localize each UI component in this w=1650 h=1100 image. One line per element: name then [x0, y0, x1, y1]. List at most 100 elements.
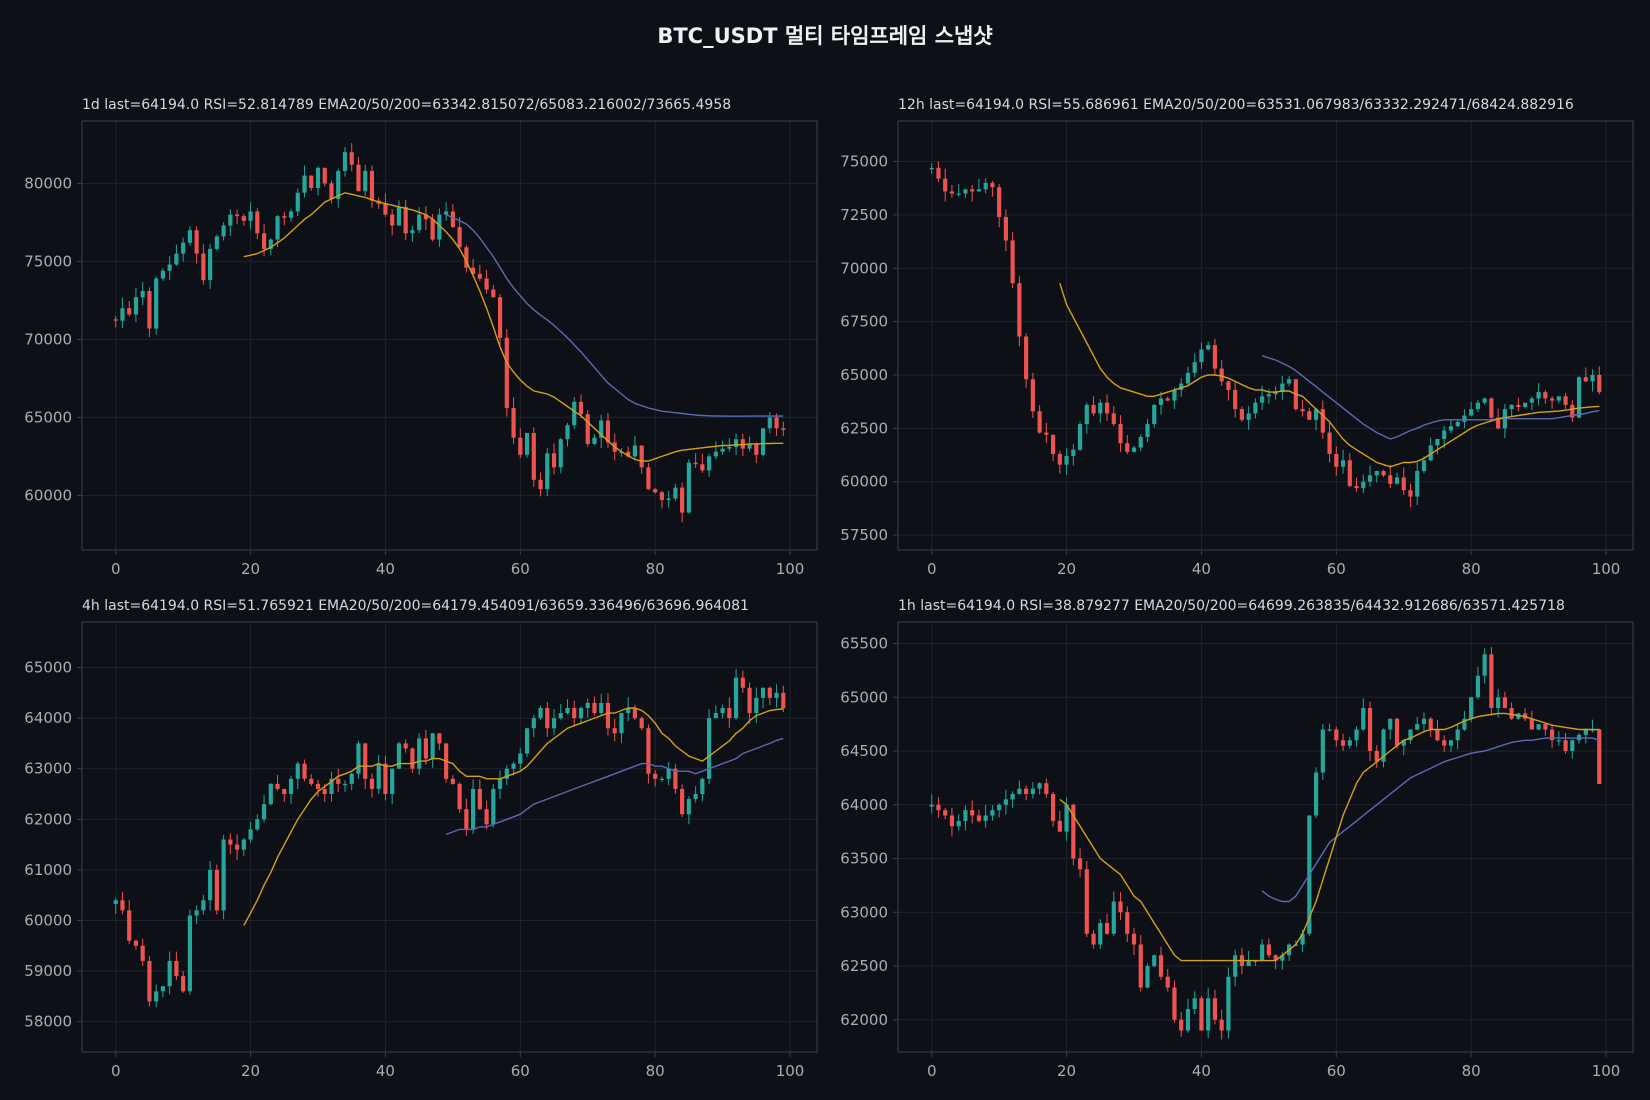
- candle-body: [1408, 729, 1413, 741]
- candle-body: [990, 810, 995, 816]
- candle-body: [585, 702, 590, 708]
- candle-body: [1576, 377, 1582, 418]
- candle-body: [356, 743, 361, 774]
- candle-body: [1131, 933, 1137, 945]
- candle-body: [949, 191, 955, 194]
- candle-body: [565, 425, 570, 440]
- y-tick-label: 62500: [840, 957, 888, 975]
- candle-body: [754, 697, 759, 714]
- y-tick-label: 60000: [24, 911, 72, 929]
- candle-body: [1435, 729, 1440, 741]
- candle-body: [1563, 740, 1568, 751]
- candle-body: [943, 810, 948, 816]
- candle-body: [342, 783, 348, 786]
- candle-body: [1583, 377, 1588, 382]
- y-tick-label: 63500: [840, 850, 888, 868]
- candle-body: [1206, 345, 1211, 350]
- candle-body: [417, 214, 422, 231]
- candle-body: [390, 214, 395, 226]
- candle-body: [970, 189, 975, 192]
- y-tick-label: 59000: [24, 962, 72, 980]
- ema50-line: [1261, 355, 1600, 440]
- candle-body: [599, 702, 604, 714]
- x-tick-label: 0: [111, 560, 121, 578]
- candle-body: [949, 815, 955, 827]
- candle-body: [1401, 477, 1406, 491]
- candle-body: [248, 211, 253, 221]
- candle-body: [511, 408, 516, 438]
- candle-body: [484, 278, 489, 290]
- candle-body: [551, 453, 557, 468]
- candle-body: [127, 308, 132, 315]
- candle-body: [1024, 336, 1029, 380]
- candle-body: [154, 278, 159, 329]
- candle-body: [120, 308, 125, 321]
- candle-body: [187, 230, 192, 243]
- candle-body: [417, 738, 422, 769]
- candle-body: [1455, 729, 1460, 741]
- candle-body: [936, 804, 941, 811]
- y-tick-label: 65000: [24, 408, 72, 426]
- candle-body: [410, 230, 415, 234]
- candle-body: [1536, 724, 1541, 730]
- candle-body: [646, 467, 651, 490]
- candle-body: [538, 479, 543, 490]
- candle-body: [558, 713, 563, 719]
- candle-body: [241, 216, 246, 221]
- candle-body: [1104, 923, 1110, 934]
- candle-body: [1401, 740, 1406, 746]
- candle-body: [1482, 398, 1487, 403]
- candle-body: [1219, 368, 1224, 382]
- ema50-line: [1261, 737, 1600, 903]
- candle-body: [208, 869, 213, 901]
- candle-body: [430, 219, 435, 240]
- candle-body: [1024, 788, 1029, 794]
- candle-body: [1273, 392, 1278, 395]
- candle-body: [369, 778, 375, 789]
- candle-body: [943, 178, 948, 192]
- candle-body: [1374, 751, 1379, 762]
- candle-body: [288, 778, 294, 794]
- candle-body: [1367, 475, 1373, 482]
- candle-body: [1219, 1019, 1224, 1031]
- candle-body: [1030, 379, 1035, 412]
- x-tick-label: 40: [1192, 560, 1211, 578]
- candle-body: [1111, 413, 1116, 425]
- candle-body: [1536, 392, 1541, 399]
- candle-body: [1057, 820, 1062, 832]
- candle-body: [1307, 411, 1312, 420]
- candle-body: [369, 170, 375, 201]
- candle-body: [1489, 654, 1494, 708]
- x-tick-label: 60: [511, 1062, 530, 1080]
- candle-body: [1462, 718, 1467, 730]
- page-title: BTC_USDT 멀티 타임프레임 스냅샷: [657, 24, 993, 48]
- candle-body: [1165, 976, 1170, 988]
- candle-body: [1529, 718, 1534, 730]
- y-tick-label: 75000: [24, 252, 72, 270]
- candle-body: [551, 718, 557, 729]
- candle-body: [228, 214, 233, 226]
- candle-body: [1361, 481, 1366, 489]
- candle-body: [970, 810, 975, 816]
- candle-body: [228, 839, 233, 845]
- x-tick-label: 60: [1327, 560, 1346, 578]
- candle-body: [471, 267, 476, 274]
- candle-body: [983, 182, 988, 190]
- x-tick-label: 80: [646, 560, 665, 578]
- candle-body: [255, 819, 260, 830]
- candle-body: [315, 783, 321, 789]
- candle-body: [1192, 998, 1197, 1009]
- y-tick-label: 64000: [840, 796, 888, 814]
- candle-body: [201, 253, 206, 281]
- candle-body: [275, 216, 280, 240]
- candle-body: [1583, 729, 1588, 735]
- candle-body: [309, 778, 314, 784]
- candle-body: [605, 420, 611, 443]
- candle-body: [396, 743, 402, 769]
- candle-body: [733, 677, 739, 719]
- candle-body: [160, 986, 166, 992]
- candle-body: [1098, 402, 1103, 414]
- candle-body: [754, 443, 759, 455]
- candle-body: [1340, 460, 1346, 467]
- candle-body: [700, 464, 705, 471]
